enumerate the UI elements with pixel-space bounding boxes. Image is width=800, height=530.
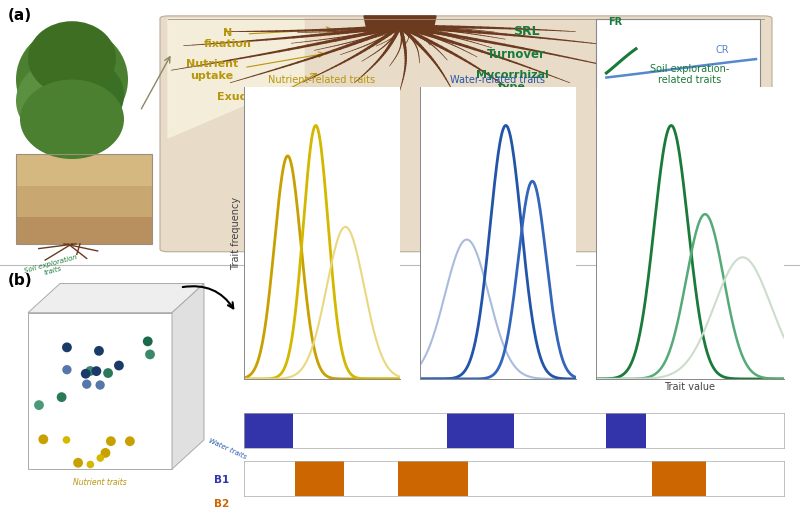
Bar [398, 461, 468, 496]
Polygon shape [364, 16, 436, 34]
Point [37, 435, 50, 444]
Text: Embolism
sensitivity: Embolism sensitivity [423, 101, 489, 122]
Polygon shape [172, 284, 204, 469]
Text: CR: CR [716, 45, 730, 55]
Point [105, 437, 118, 445]
Text: Turnover: Turnover [486, 48, 546, 61]
Text: Nutrient traits: Nutrient traits [73, 478, 127, 487]
Point [99, 448, 112, 457]
Point [102, 369, 114, 377]
Point [72, 458, 85, 467]
Point [61, 343, 74, 351]
Polygon shape [28, 284, 204, 313]
Bar [16, 217, 152, 244]
Polygon shape [60, 154, 80, 244]
Bar [244, 413, 293, 448]
Title: Nutrient-related traits: Nutrient-related traits [269, 75, 375, 85]
Point [84, 460, 97, 469]
Text: Soil exploration
traits: Soil exploration traits [24, 254, 80, 281]
Text: (b): (b) [8, 273, 33, 288]
Text: B2: B2 [214, 499, 230, 509]
Point [60, 436, 73, 444]
Point [144, 350, 157, 359]
Point [33, 401, 46, 409]
Bar [295, 461, 344, 496]
Point [61, 366, 74, 374]
Point [80, 380, 93, 388]
Bar [652, 461, 706, 496]
Bar [606, 413, 646, 448]
X-axis label: Trait value: Trait value [665, 382, 715, 392]
Bar [596, 19, 760, 106]
Ellipse shape [16, 26, 128, 132]
Ellipse shape [20, 80, 124, 159]
Bar [16, 186, 152, 217]
Text: Hydraulic
conductance: Hydraulic conductance [308, 110, 388, 131]
Y-axis label: Trait frequency: Trait frequency [231, 197, 242, 270]
Text: Mycorrhizal
type: Mycorrhizal type [476, 70, 548, 92]
Point [84, 367, 97, 375]
Point [94, 454, 106, 462]
Text: FR: FR [608, 17, 622, 27]
Ellipse shape [44, 58, 124, 132]
Point [142, 337, 154, 346]
Ellipse shape [16, 61, 104, 140]
Title: Soil exploration-
related traits: Soil exploration- related traits [650, 64, 730, 85]
Title: Water-related traits: Water-related traits [450, 75, 546, 85]
Text: Nutrient
uptake: Nutrient uptake [186, 59, 238, 81]
Text: (a): (a) [8, 8, 32, 23]
Point [79, 369, 92, 378]
FancyBboxPatch shape [160, 16, 772, 252]
Polygon shape [28, 313, 172, 469]
Point [123, 437, 136, 446]
Text: Exudation: Exudation [217, 92, 279, 102]
Point [93, 347, 106, 355]
Point [90, 367, 102, 375]
Point [94, 381, 106, 389]
Text: N
fixation: N fixation [204, 28, 252, 49]
Polygon shape [168, 19, 304, 138]
Text: Water traits: Water traits [208, 437, 248, 460]
Ellipse shape [28, 21, 116, 95]
Point [55, 393, 68, 401]
Point [113, 361, 126, 370]
Bar [16, 154, 152, 244]
Text: SRL: SRL [513, 25, 540, 38]
Bar [446, 413, 514, 448]
Bar [16, 154, 152, 186]
Text: B1: B1 [214, 475, 230, 485]
